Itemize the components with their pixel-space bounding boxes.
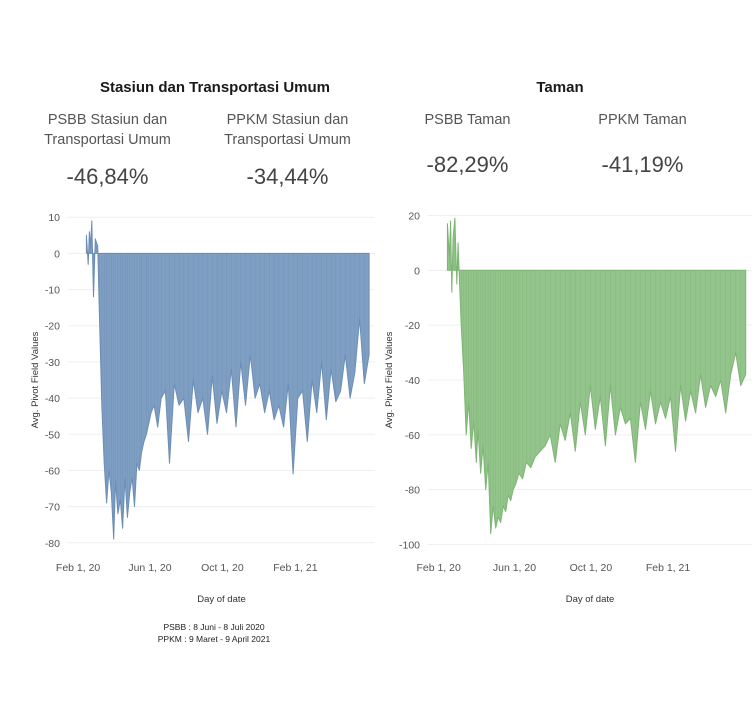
x-tick-label: Jun 1, 20 [128, 562, 171, 574]
y-tick-label: -30 [45, 357, 60, 369]
note-ppkm: PPKM : 9 Maret - 9 April 2021 [157, 634, 271, 644]
kpi-label-ppkm-parks: PPKM Taman [598, 112, 687, 128]
y-tick-label: -80 [45, 538, 60, 550]
transit-chart: 10 0 -10 -20 -30 -40 -50 -60 -70 -80 Feb 1, 20 Jun … [30, 212, 375, 605]
area-series [85, 220, 370, 540]
y-axis-title: Avg. Pivot Field Values [30, 331, 41, 428]
x-tick-label: Feb 1, 20 [416, 562, 461, 574]
kpi-value-psbb-parks: -82,29% [426, 152, 509, 177]
area-series [446, 217, 747, 534]
x-axis-title: Day of date [197, 594, 246, 605]
kpi-label-ppkm-transit: PPKM Stasiun dan Transportasi Umum [224, 112, 351, 148]
y-tick-label: -100 [399, 540, 420, 552]
x-tick-label: Feb 1, 21 [273, 562, 318, 574]
parks-chart: 20 0 -20 -40 -60 -80 -100 Feb 1, 20 Jun 1, 20 Oct… [384, 210, 752, 605]
y-tick-label: -40 [45, 393, 60, 405]
y-tick-label: -40 [405, 375, 420, 387]
kpi-value-psbb-transit: -46,84% [66, 164, 149, 189]
y-tick-label: 0 [54, 248, 60, 260]
y-tick-label: -80 [405, 485, 420, 497]
y-tick-label: 20 [408, 210, 420, 222]
y-tick-label: -20 [405, 320, 420, 332]
x-axis-title: Day of date [566, 594, 615, 605]
y-tick-label: 10 [48, 212, 60, 224]
kpi-label-psbb-parks: PSBB Taman [424, 112, 511, 128]
kpi-label-psbb-transit: PSBB Stasiun dan Transportasi Umum [44, 112, 171, 148]
y-tick-label: -10 [45, 285, 60, 297]
note-psbb: PSBB : 8 Juni - 8 Juli 2020 [163, 622, 265, 632]
y-tick-label: 0 [414, 265, 420, 277]
panel-title-transit: Stasiun dan Transportasi Umum [99, 79, 331, 96]
kpi-value-ppkm-parks: -41,19% [601, 152, 684, 177]
y-tick-label: -50 [45, 429, 60, 441]
y-tick-label: -60 [45, 465, 60, 477]
panel-title-parks: Taman [536, 79, 584, 96]
kpi-value-ppkm-transit: -34,44% [246, 164, 329, 189]
x-tick-label: Oct 1, 20 [570, 562, 613, 574]
y-tick-label: -20 [45, 321, 60, 333]
y-axis-title: Avg. Pivot Field Values [384, 331, 395, 428]
x-tick-label: Jun 1, 20 [493, 562, 536, 574]
y-tick-label: -70 [45, 502, 60, 514]
y-tick-label: -60 [405, 430, 420, 442]
x-tick-label: Feb 1, 21 [646, 562, 691, 574]
x-tick-label: Feb 1, 20 [56, 562, 101, 574]
x-tick-label: Oct 1, 20 [201, 562, 244, 574]
